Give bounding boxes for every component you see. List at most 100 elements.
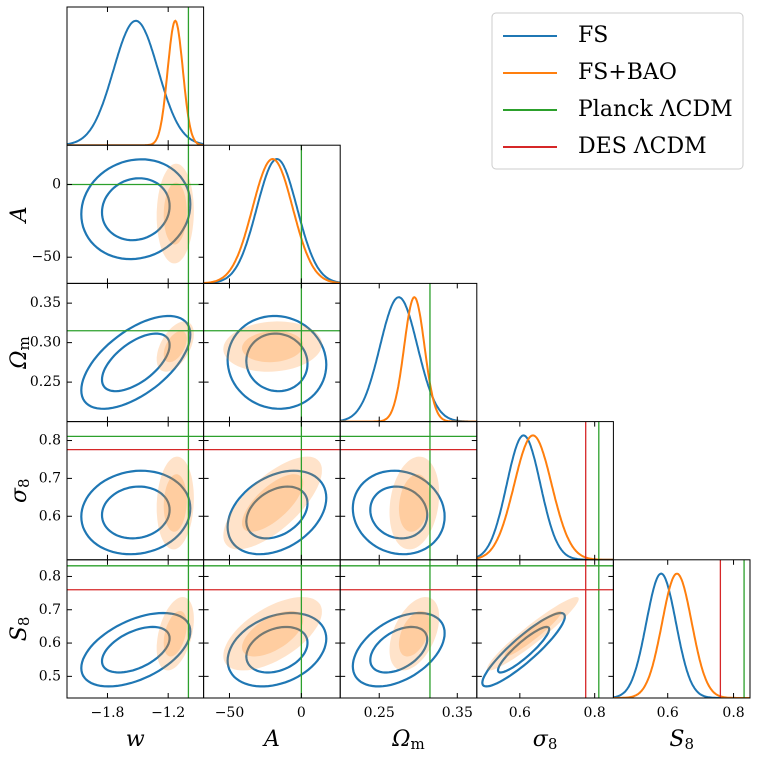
contour — [351, 611, 446, 688]
axis-symbol: A — [262, 727, 280, 752]
marginal-curve — [340, 296, 477, 422]
axis-subscript: 8 — [15, 617, 33, 627]
axis-subscript: m — [15, 336, 33, 350]
legend: FS FS+BAO Planck ΛCDM DES ΛCDM — [491, 12, 744, 170]
contour — [481, 611, 566, 688]
axis-subscript: 8 — [684, 735, 694, 753]
contour — [223, 321, 322, 372]
legend-label: FS — [578, 23, 608, 48]
axis-subscript: 8 — [548, 735, 558, 753]
axis-symbol: σ — [533, 727, 549, 752]
panel — [613, 559, 750, 698]
axis-subscript: 8 — [15, 478, 33, 488]
x-tick-label: 0.8 — [584, 705, 606, 721]
legend-label: FS+BAO — [578, 60, 677, 85]
panel — [476, 559, 614, 698]
contour — [245, 485, 309, 540]
contour — [156, 456, 194, 550]
contour — [163, 474, 187, 532]
contour — [351, 469, 446, 556]
y-tick-label: 0.6 — [39, 635, 61, 651]
contour — [100, 332, 171, 393]
panel — [67, 559, 204, 698]
marginal-curve — [476, 434, 614, 560]
panel — [203, 283, 341, 422]
marginal-curve — [203, 157, 341, 284]
contour — [369, 485, 429, 540]
contour — [242, 474, 304, 532]
panel — [67, 283, 204, 422]
y-tick-label: 0.35 — [30, 295, 61, 311]
contour — [242, 331, 304, 363]
contour — [389, 597, 440, 671]
x-axis-label: w — [126, 727, 145, 752]
legend-label: DES ΛCDM — [578, 134, 707, 159]
contour — [163, 611, 187, 657]
contour — [245, 625, 309, 674]
x-tick-label: 0.25 — [364, 705, 395, 721]
marginal-curve — [67, 19, 204, 146]
x-axis-label: Ωm — [391, 727, 424, 753]
contour — [100, 625, 171, 674]
x-tick-label: 0 — [297, 705, 306, 721]
x-tick-label: 0.6 — [509, 705, 531, 721]
y-axis-label: S8 — [7, 617, 33, 642]
contour — [223, 597, 322, 671]
contour — [156, 321, 194, 372]
y-axis-label: A — [7, 206, 32, 224]
y-tick-label: 0.25 — [30, 374, 61, 390]
contour — [163, 182, 187, 245]
x-tick-label: −1.2 — [151, 705, 185, 721]
marginal-curve — [67, 19, 204, 146]
x-axis-label: A — [262, 727, 280, 752]
x-tick-label: −50 — [215, 705, 245, 721]
y-tick-label: 0.6 — [39, 508, 61, 524]
marginal-curve — [203, 157, 341, 284]
axis-symbol: S — [669, 727, 684, 752]
contour — [487, 597, 579, 671]
contour — [80, 314, 192, 410]
legend-frame — [491, 12, 744, 170]
y-tick-label: 0.7 — [39, 470, 61, 486]
y-tick-label: −50 — [31, 249, 61, 265]
panel — [476, 421, 614, 560]
contour — [398, 611, 430, 657]
panel-frame — [339, 282, 478, 423]
axis-symbol: A — [7, 206, 32, 224]
contour — [369, 625, 429, 674]
y-tick-label: 0.8 — [39, 568, 61, 584]
x-tick-label: 0.8 — [722, 705, 744, 721]
contour — [504, 611, 562, 657]
y-axis-label: Ωm — [7, 336, 33, 369]
contour — [100, 177, 171, 242]
panel-frame — [612, 559, 751, 699]
panel — [203, 145, 341, 284]
contour — [156, 163, 194, 264]
x-axis-label: σ8 — [533, 727, 558, 753]
x-tick-label: −1.8 — [90, 705, 124, 721]
marginal-curve — [613, 572, 750, 698]
x-tick-label: 0.6 — [657, 705, 679, 721]
y-axis-label: σ8 — [7, 478, 33, 503]
x-tick-label: 0.35 — [442, 705, 473, 721]
contour — [496, 625, 551, 674]
contour — [398, 474, 430, 532]
panel — [340, 421, 477, 560]
contour — [80, 469, 192, 556]
axis-symbol: w — [126, 727, 145, 752]
y-tick-label: 0.7 — [39, 602, 61, 618]
y-tick-label: 0 — [52, 176, 61, 192]
panel — [203, 559, 341, 698]
contour — [100, 485, 171, 540]
contour — [223, 456, 322, 550]
axis-symbol: σ — [7, 487, 32, 503]
marginal-curve — [613, 572, 750, 698]
panel — [340, 283, 477, 422]
axis-symbol: Ω — [7, 350, 32, 369]
panel — [67, 7, 204, 146]
axis-symbol: S — [7, 626, 32, 641]
axis-subscript: m — [411, 735, 425, 753]
contour — [156, 597, 194, 671]
x-axis-label: S8 — [669, 727, 694, 753]
